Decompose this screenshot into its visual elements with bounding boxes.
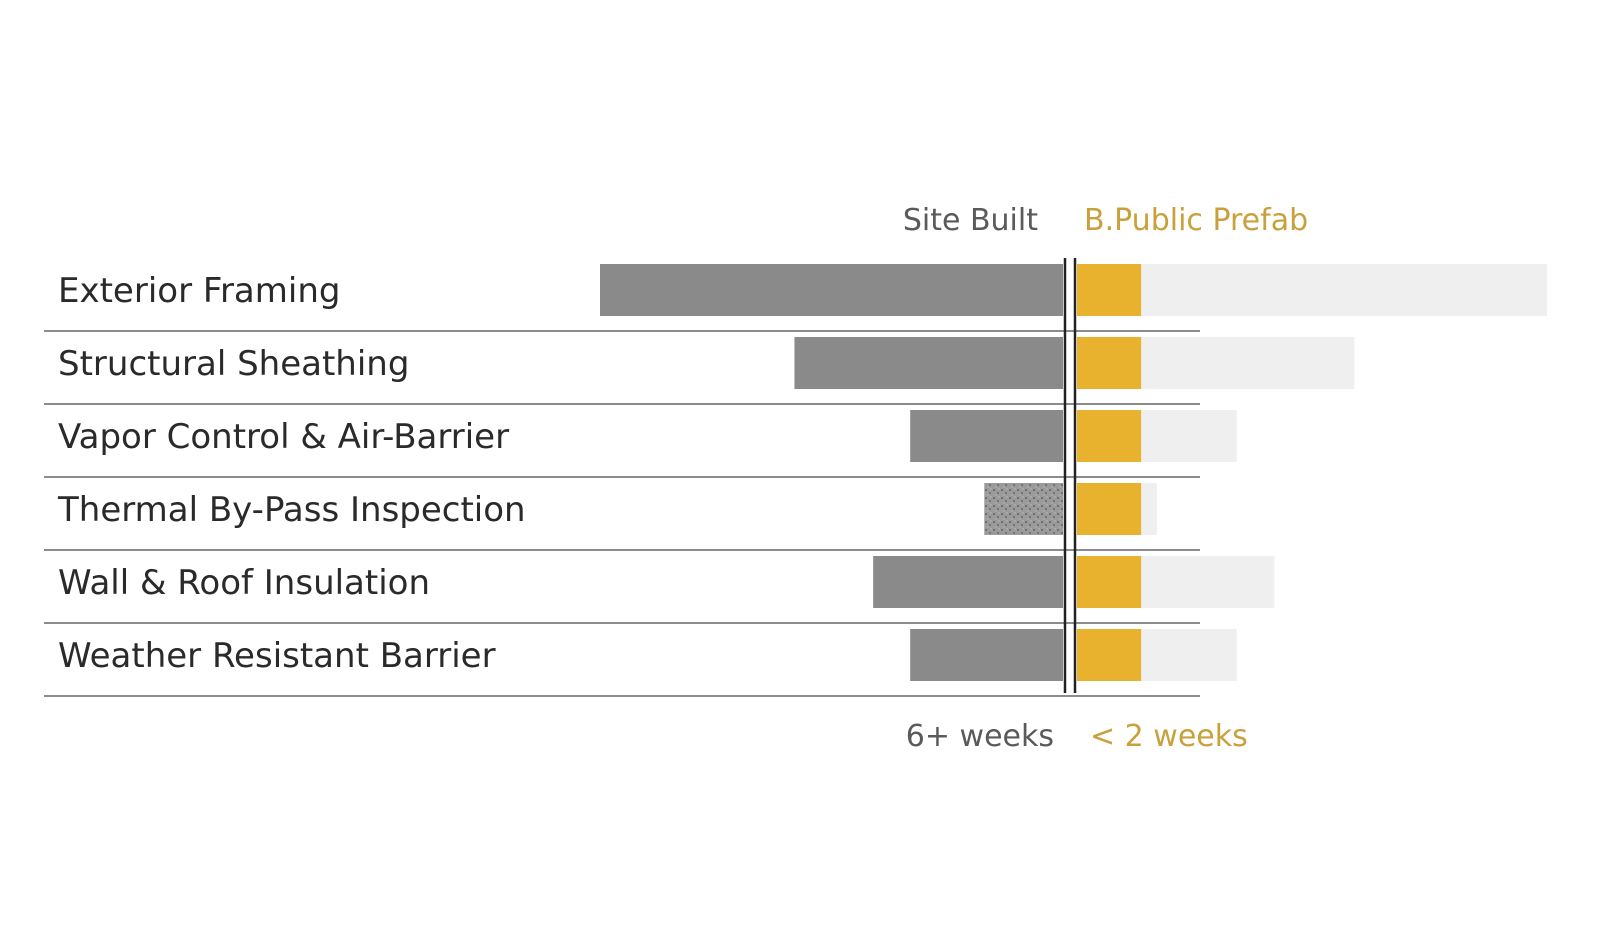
category-label: Weather Resistant Barrier xyxy=(58,636,496,676)
category-label: Exterior Framing xyxy=(58,271,340,311)
site-built-bar xyxy=(910,410,1063,462)
category-label: Thermal By-Pass Inspection xyxy=(57,490,526,530)
prefab-track-bar xyxy=(1077,264,1547,316)
category-label: Structural Sheathing xyxy=(58,344,409,384)
site-built-bar xyxy=(873,556,1063,608)
site-built-header: Site Built xyxy=(903,203,1038,238)
site-built-bar xyxy=(910,629,1063,681)
site-built-duration: 6+ weeks xyxy=(906,719,1054,754)
chart-rows: Exterior Framing Structural Sheathing Vapo… xyxy=(44,264,1547,697)
prefab-bar xyxy=(1077,629,1142,681)
prefab-header: B.Public Prefab xyxy=(1084,203,1308,238)
prefab-duration: < 2 weeks xyxy=(1090,719,1248,754)
site-built-bar xyxy=(600,264,1063,316)
site-built-bar xyxy=(794,337,1063,389)
category-label: Wall & Roof Insulation xyxy=(58,563,430,603)
prefab-bar xyxy=(1077,556,1142,608)
prefab-bar xyxy=(1077,337,1142,389)
prefab-bar xyxy=(1077,264,1142,316)
prefab-bar xyxy=(1077,483,1142,535)
prefab-bar xyxy=(1077,410,1142,462)
site-built-bar xyxy=(984,483,1063,535)
category-label: Vapor Control & Air-Barrier xyxy=(58,417,509,457)
